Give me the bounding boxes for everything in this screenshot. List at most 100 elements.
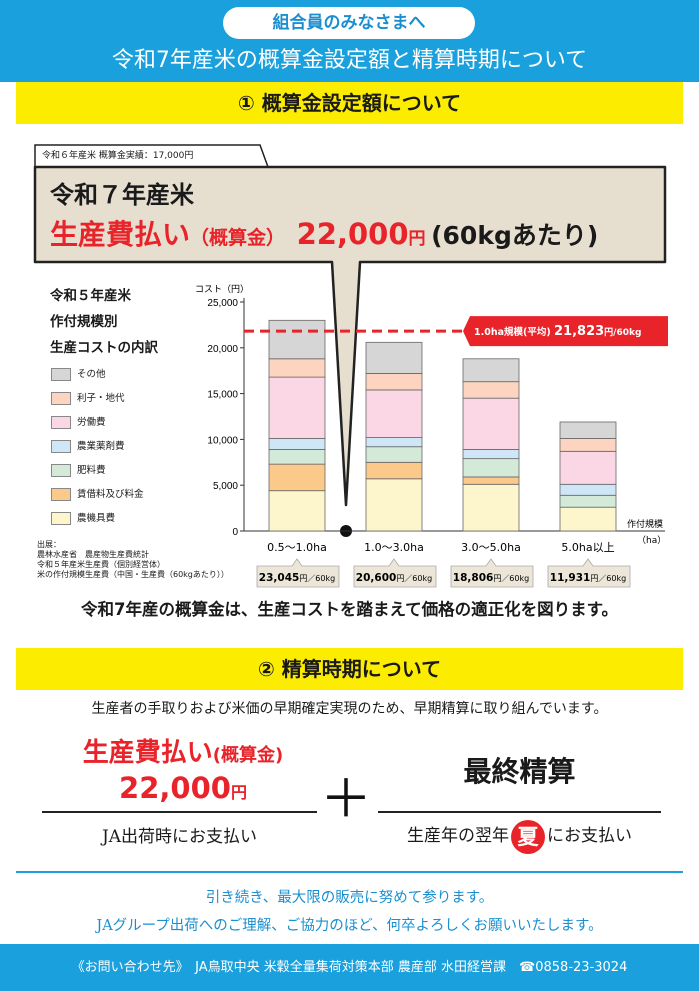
headline-label: 生産費払い <box>50 218 191 251</box>
total-label: 23,045円／60kg <box>259 572 335 584</box>
chart-heading-line3: 生産コストの内訳 <box>50 340 158 356</box>
legend-label: 労働費 <box>77 417 106 428</box>
legend-swatch <box>51 464 71 477</box>
bar-segment <box>365 446 423 463</box>
bar-segment <box>268 319 326 360</box>
reference-value: 21,823 <box>554 324 604 339</box>
right-label: 最終精算 <box>463 755 576 788</box>
x-tick-label: 0.5～1.0ha <box>267 541 327 554</box>
headline-amount: 22,000 <box>296 217 409 251</box>
headline-paren: （概算金） <box>190 227 286 249</box>
legend-item: 労働費 <box>51 416 106 430</box>
bar-segment <box>268 449 326 465</box>
x-axis-unit: （ha） <box>637 535 666 546</box>
y-tick-label: 20,000 <box>207 344 238 355</box>
total-label: 11,931円／60kg <box>550 572 626 584</box>
y-tick-label: 10,000 <box>207 435 238 446</box>
legend-item: 農機具費 <box>51 512 115 526</box>
left-timing: JA出荷時にお支払い <box>101 827 258 847</box>
legend-item: その他 <box>51 368 106 382</box>
legend-swatch <box>51 488 71 501</box>
right-divider <box>378 811 661 813</box>
bar-segment <box>365 437 423 448</box>
total-unit: 円／60kg <box>299 574 335 583</box>
bar-segment <box>559 438 617 452</box>
closing-message: 引き続き、最大限の販売に努めて参ります。 JAグループ出荷へのご理解、ご協力のほ… <box>0 884 699 940</box>
reference-unit: 円/60kg <box>604 327 641 338</box>
bar-segment <box>559 450 617 485</box>
section1-title: ① 概算金設定額について <box>16 82 683 124</box>
reference-tag <box>463 316 668 347</box>
y-tick-label: 15,000 <box>207 390 238 401</box>
total-tag <box>547 558 631 588</box>
section2-title: ② 精算時期について <box>16 648 683 690</box>
x-axis-title: 作付規模 <box>627 518 663 530</box>
closing-line2: JAグループ出荷へのご理解、ご協力のほど、何卒よろしくお願いいたします。 <box>96 918 603 934</box>
bar-segment <box>365 373 423 391</box>
bar-segment <box>268 358 326 378</box>
source-note: 出展： 農林水産省 農産物生産費統計 令和５年産米生産費（個別経営体） 米の作付… <box>37 540 229 580</box>
bar-segment <box>462 458 520 478</box>
legend-swatch <box>51 368 71 381</box>
legend-label: 肥料費 <box>77 465 106 476</box>
contact-footer: 《お問い合わせ先》 JA鳥取中央 米穀全量集荷対策本部 農産部 水田経営課 ☎0… <box>0 944 699 991</box>
headline-row: 生産費払い（概算金） 22,000円 (60kgあたり) <box>50 213 598 253</box>
bar-segment <box>365 478 423 532</box>
bar-segment <box>462 397 520 450</box>
source-line: 出展： <box>37 540 61 549</box>
bar-segment <box>462 476 520 485</box>
chart-heading: 令和５年産米 作付規模別 生産コストの内訳 <box>50 283 158 361</box>
plus-sign: ＋ <box>319 770 372 830</box>
closing-line1: 引き続き、最大限の販売に努めて参ります。 <box>205 890 494 906</box>
total-tag <box>256 558 340 588</box>
bar-segment <box>559 494 617 508</box>
left-divider <box>42 811 317 813</box>
total-tag <box>450 558 534 588</box>
left-yen: 円 <box>230 783 247 802</box>
x-tick-label: 3.0～5.0ha <box>461 541 521 554</box>
bar-segment <box>268 376 326 439</box>
total-label: 18,806円／60kg <box>453 572 529 584</box>
right-timing: 生産年の翌年夏にお支払い <box>378 817 661 855</box>
bar-segment <box>559 506 617 532</box>
total-unit: 円／60kg <box>396 574 432 583</box>
legend-swatch <box>51 416 71 429</box>
chart-heading-line2: 作付規模別 <box>50 314 118 330</box>
left-paren: (概算金) <box>212 745 284 766</box>
x-tick-label: 1.0～3.0ha <box>364 541 424 554</box>
bar-segment <box>365 461 423 480</box>
headline-yen: 円 <box>408 229 426 249</box>
cost-chart: 0 5,000 10,000 15,000 20,000 25,000 コスト（円） 作付規模… <box>195 284 668 588</box>
prev-year-tab: 令和６年産米 概算金実績：17,000円 <box>42 151 194 161</box>
bar-segment <box>365 389 423 438</box>
legend-item: 肥料費 <box>51 464 106 478</box>
y-tick-label: 0 <box>232 527 238 538</box>
y-tick-label: 25,000 <box>207 298 238 309</box>
reference-label: 1.0ha規模(平均) 21,823円/60kg <box>474 324 641 339</box>
y-tick-label: 5,000 <box>213 481 238 492</box>
bar-segment <box>268 438 326 450</box>
bar-segment <box>268 490 326 532</box>
headline-per: (60kgあたり) <box>431 221 599 250</box>
legend-item: 賃借料及び料金 <box>51 488 144 502</box>
bar-segment <box>462 449 520 460</box>
audience-pill: 組合員のみなさまへ <box>223 7 475 39</box>
bar-segment <box>268 463 326 492</box>
bar-segment <box>559 483 617 496</box>
legend-label: 賃借料及び料金 <box>77 489 144 500</box>
x-tick-label: 5.0ha以上 <box>561 541 614 554</box>
legend-swatch <box>51 440 71 453</box>
source-line: 農林水産省 農産物生産費統計 <box>37 550 149 559</box>
right-timing-pre: 生産年の翌年 <box>407 826 509 846</box>
legend-item: 農業薬剤費 <box>51 440 125 454</box>
y-axis-title: コスト（円） <box>195 284 249 295</box>
bar-segment <box>559 421 617 439</box>
left-box: 生産費払い(概算金) 22,000円 <box>48 732 318 805</box>
source-line: 米の作付規模生産費（中国・生産費（60kgあたり）） <box>37 570 229 579</box>
legend-swatch <box>51 512 71 525</box>
bar-segment <box>462 381 520 399</box>
total-tag <box>353 558 437 588</box>
chart-heading-line1: 令和５年産米 <box>50 288 131 304</box>
total-unit: 円／60kg <box>493 574 529 583</box>
